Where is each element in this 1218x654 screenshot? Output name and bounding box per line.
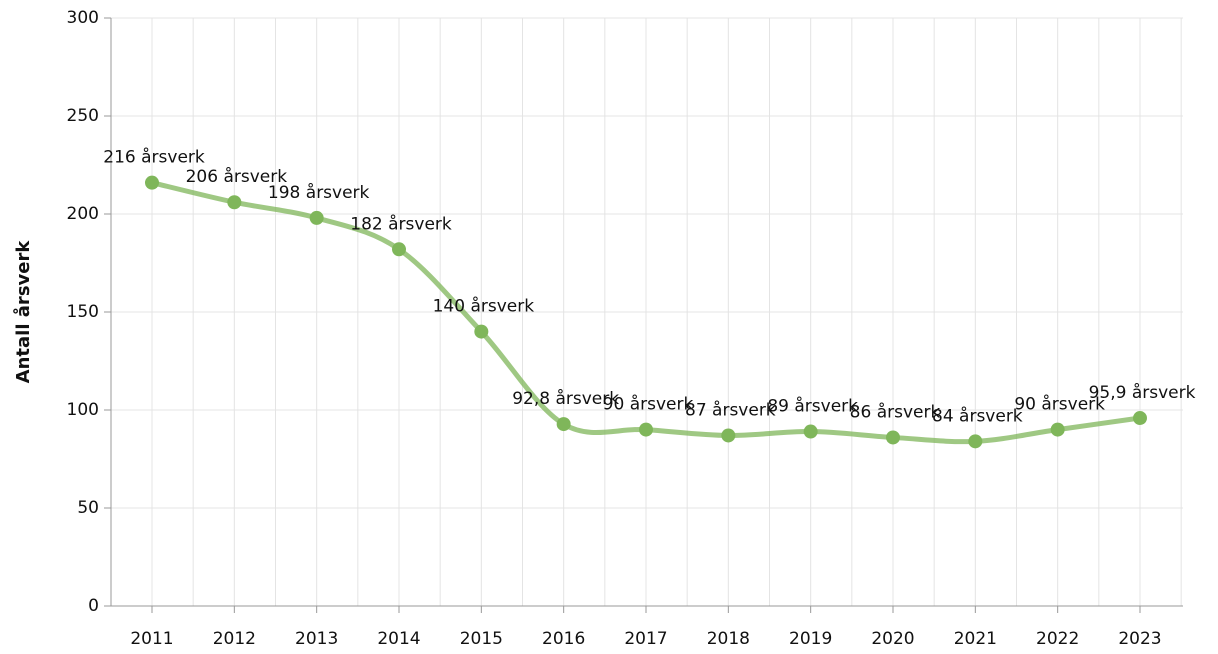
data-label: 87 årsverk	[685, 399, 776, 420]
x-tick-label: 2020	[871, 629, 914, 649]
data-label: 89 årsverk	[767, 396, 858, 417]
y-tick-label: 100	[67, 400, 99, 420]
y-tick-label: 300	[67, 8, 99, 28]
x-tick-label: 2011	[130, 629, 173, 649]
data-label: 92,8 årsverk	[512, 388, 619, 409]
x-tick-label: 2019	[789, 629, 832, 649]
y-tick-label: 50	[77, 498, 99, 518]
y-axis-label: Antall årsverk	[12, 240, 34, 384]
x-tick-label: 2013	[295, 629, 338, 649]
x-tick-label: 2018	[707, 629, 750, 649]
point	[639, 422, 653, 437]
point	[1133, 411, 1147, 426]
y-tick-label: 250	[67, 106, 99, 126]
x-tick-label: 2015	[460, 629, 503, 649]
x-tick-label: 2023	[1118, 629, 1161, 649]
x-tick-label: 2014	[377, 629, 420, 649]
point	[968, 434, 983, 449]
data-label: 140 årsverk	[433, 296, 535, 317]
point	[145, 175, 159, 190]
data-label: 216 årsverk	[103, 147, 205, 168]
point	[556, 417, 571, 432]
point	[474, 324, 489, 339]
x-tick-label: 2012	[213, 629, 256, 649]
data-label: 86 årsverk	[850, 401, 941, 422]
y-tick-label: 150	[67, 302, 99, 322]
data-label: 84 årsverk	[932, 405, 1023, 426]
point	[1050, 422, 1065, 437]
point	[803, 424, 818, 439]
y-tick-label: 0	[88, 596, 99, 616]
data-label: 206 årsverk	[186, 166, 288, 187]
y-tick-label: 200	[67, 204, 99, 224]
data-label: 182 årsverk	[350, 213, 452, 234]
data-label: 95,9 årsverk	[1089, 382, 1196, 403]
point	[886, 430, 900, 445]
x-tick-label: 2017	[624, 629, 667, 649]
data-label: 198 årsverk	[268, 182, 370, 203]
x-tick-label: 2021	[954, 629, 997, 649]
point	[392, 242, 406, 257]
x-tick-label: 2022	[1036, 629, 1079, 649]
point	[721, 428, 736, 443]
data-label: 90 årsverk	[603, 394, 694, 415]
x-tick-label: 2016	[542, 629, 585, 649]
point	[227, 195, 242, 210]
data-label: 90 årsverk	[1014, 394, 1105, 415]
point	[309, 210, 324, 225]
